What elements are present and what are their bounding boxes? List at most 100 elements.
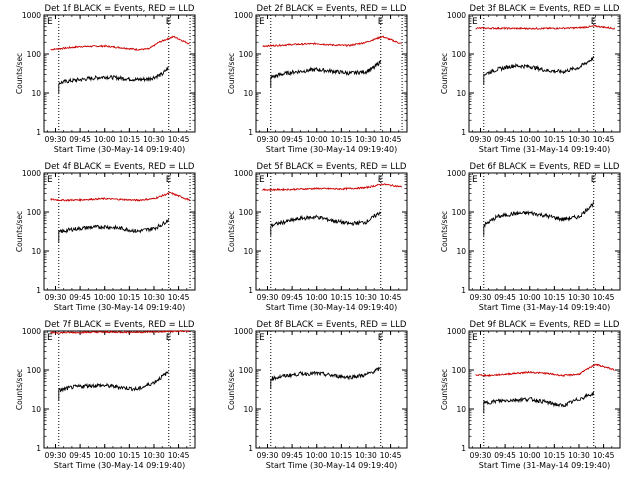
y-tick-label: 1: [36, 286, 41, 295]
y-tick-label: 10: [456, 89, 466, 98]
x-tick-label: 10:00: [306, 293, 328, 302]
e-marker: E: [378, 17, 384, 27]
y-tick-label: 1: [248, 286, 253, 295]
x-tick-label: 09:45: [494, 135, 516, 144]
x-axis-label: Start Time (31-May-14 09:19:40): [479, 461, 610, 470]
plot-frame: [43, 172, 196, 291]
x-axis-label: Start Time (30-May-14 09:19:40): [266, 461, 397, 470]
events-series-line: [270, 60, 381, 88]
y-axis-label: Counts/sec: [227, 211, 236, 252]
x-tick-label: 09:30: [470, 135, 492, 144]
events-series-line: [270, 366, 381, 389]
plot-frame: [43, 14, 196, 133]
x-tick-label: 10:15: [331, 293, 353, 302]
x-tick-label: 10:30: [568, 451, 590, 460]
x-tick-label: 10:45: [380, 135, 402, 144]
x-tick-label: 10:45: [380, 451, 402, 460]
y-tick-label: 1000: [234, 11, 253, 20]
panel-7: Det 7f BLACK = Events, RED = LLD 1 10 100 10…: [15, 320, 196, 470]
e-marker: E: [378, 175, 384, 185]
panel-8: Det 8f BLACK = Events, RED = LLD 1 10 100 10…: [227, 320, 408, 470]
panel-title: Det 2f BLACK = Events, RED = LLD: [257, 4, 407, 14]
y-tick-label: 1000: [447, 169, 466, 178]
plot-frame: [255, 14, 408, 133]
x-tick-label: 10:30: [143, 451, 165, 460]
x-tick-label: 10:00: [519, 451, 541, 460]
panel-title: Det 1f BLACK = Events, RED = LLD: [45, 4, 195, 14]
y-tick-label: 1: [36, 128, 41, 137]
panel-title: Det 9f BLACK = Events, RED = LLD: [470, 320, 620, 330]
x-tick-label: 10:15: [331, 135, 353, 144]
e-marker: E: [472, 175, 478, 185]
x-tick-label: 09:45: [281, 135, 303, 144]
panel-1: Det 1f BLACK = Events, RED = LLD 1 10 100 10…: [15, 4, 196, 154]
y-tick-label: 100: [239, 366, 254, 375]
lld-series-line: [50, 35, 190, 51]
e-marker: E: [166, 175, 172, 185]
y-tick-label: 1000: [22, 169, 41, 178]
y-tick-label: 100: [27, 366, 42, 375]
x-tick-label: 09:30: [470, 293, 492, 302]
y-axis-label: Counts/sec: [227, 53, 236, 94]
x-tick-label: 09:45: [494, 293, 516, 302]
panel-6: Det 6f BLACK = Events, RED = LLD 1 10 100 10…: [440, 162, 621, 312]
x-tick-label: 09:45: [69, 135, 91, 144]
x-axis-label: Start Time (30-May-14 09:19:40): [266, 145, 397, 154]
y-tick-label: 1000: [447, 327, 466, 336]
x-tick-label: 10:30: [355, 135, 377, 144]
e-marker: E: [591, 17, 597, 27]
e-marker: E: [259, 17, 265, 27]
y-tick-label: 1000: [22, 11, 41, 20]
x-tick-label: 09:30: [45, 451, 67, 460]
x-tick-label: 09:30: [470, 451, 492, 460]
events-series-line: [483, 55, 594, 85]
panel-title: Det 5f BLACK = Events, RED = LLD: [257, 162, 407, 172]
events-series-line: [58, 218, 169, 243]
y-tick-label: 1000: [22, 327, 41, 336]
x-tick-label: 10:45: [593, 293, 615, 302]
plot-frame: [255, 172, 408, 291]
y-tick-label: 10: [31, 405, 41, 414]
events-series-line: [483, 201, 594, 236]
y-axis-label: Counts/sec: [440, 369, 449, 410]
panel-title: Det 4f BLACK = Events, RED = LLD: [45, 162, 195, 172]
panel-title: Det 8f BLACK = Events, RED = LLD: [257, 320, 407, 330]
x-tick-label: 10:45: [593, 451, 615, 460]
y-tick-label: 100: [239, 50, 254, 59]
panel-2: Det 2f BLACK = Events, RED = LLD 1 10 100 10…: [227, 4, 408, 154]
e-marker: E: [47, 175, 53, 185]
y-axis-label: Counts/sec: [227, 369, 236, 410]
x-tick-label: 10:15: [544, 451, 566, 460]
y-tick-label: 1: [461, 128, 466, 137]
x-tick-label: 10:00: [94, 451, 116, 460]
y-tick-label: 100: [239, 208, 254, 217]
e-marker: E: [166, 333, 172, 343]
x-tick-label: 10:15: [119, 451, 141, 460]
x-tick-label: 09:45: [281, 293, 303, 302]
lld-series-line: [262, 183, 403, 192]
y-tick-label: 10: [456, 405, 466, 414]
y-tick-label: 1: [248, 444, 253, 453]
x-axis-label: Start Time (31-May-14 09:19:40): [479, 145, 610, 154]
events-series-line: [270, 211, 381, 236]
plot-frame: [43, 330, 196, 449]
e-marker: E: [591, 175, 597, 185]
x-tick-label: 10:30: [143, 293, 165, 302]
y-tick-label: 10: [243, 405, 253, 414]
y-tick-label: 1: [248, 128, 253, 137]
x-tick-label: 10:45: [593, 135, 615, 144]
x-tick-label: 10:15: [544, 135, 566, 144]
y-tick-label: 10: [31, 247, 41, 256]
lld-series-line: [475, 24, 616, 30]
events-series-line: [58, 66, 169, 94]
y-tick-label: 10: [243, 89, 253, 98]
y-tick-label: 10: [456, 247, 466, 256]
y-tick-label: 1000: [447, 11, 466, 20]
y-axis-label: Counts/sec: [15, 211, 24, 252]
y-tick-label: 1: [461, 286, 466, 295]
y-tick-label: 10: [243, 247, 253, 256]
x-axis-label: Start Time (30-May-14 09:19:40): [266, 303, 397, 312]
y-tick-label: 100: [27, 208, 42, 217]
x-axis-label: Start Time (30-May-14 09:19:40): [54, 461, 185, 470]
